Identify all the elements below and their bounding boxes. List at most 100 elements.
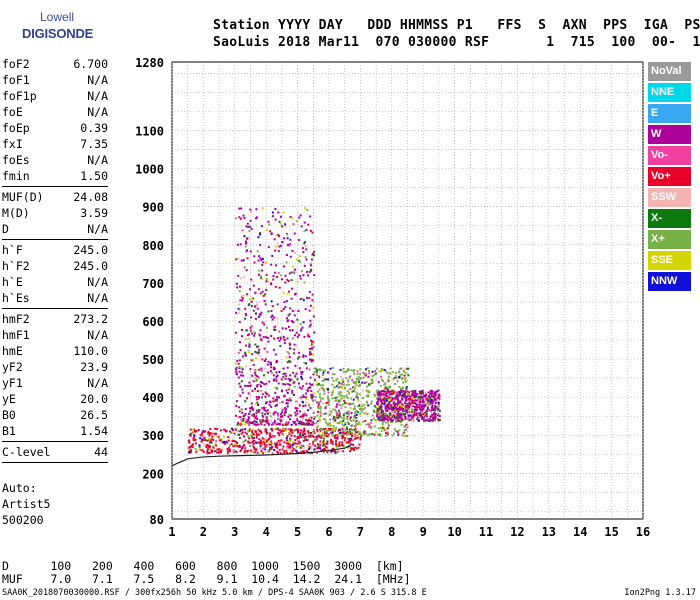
- echo-point: [251, 422, 254, 425]
- echo-point: [340, 397, 343, 400]
- echo-point: [298, 404, 301, 407]
- echo-point: [377, 409, 380, 412]
- echo-point: [383, 401, 386, 404]
- echo-point: [307, 418, 310, 421]
- echo-point: [259, 439, 262, 442]
- echo-point: [430, 393, 433, 396]
- echo-point: [379, 413, 382, 416]
- echo-point: [375, 409, 378, 412]
- echo-point: [319, 440, 322, 443]
- echo-point: [393, 377, 396, 380]
- echo-point: [347, 422, 350, 425]
- echo-point: [408, 393, 411, 396]
- echo-point: [382, 393, 385, 396]
- echo-point: [276, 303, 279, 306]
- echo-point: [404, 435, 407, 438]
- echo-point: [332, 408, 335, 411]
- echo-point: [282, 335, 285, 338]
- echo-point: [416, 399, 419, 402]
- echo-point: [248, 303, 251, 306]
- echo-point: [279, 439, 282, 442]
- echo-point: [343, 424, 346, 427]
- echo-point: [304, 413, 307, 416]
- echo-point: [383, 383, 386, 386]
- echo-point: [242, 259, 245, 262]
- echo-point: [284, 409, 287, 412]
- echo-point: [396, 430, 399, 433]
- echo-point: [235, 217, 238, 220]
- echo-point: [252, 439, 255, 442]
- echo-point: [437, 418, 440, 421]
- echo-point: [236, 421, 239, 424]
- echo-point: [312, 359, 315, 362]
- echo-point: [239, 430, 242, 433]
- echo-point: [199, 448, 202, 451]
- echo-point: [345, 426, 348, 429]
- echo-point: [373, 405, 376, 408]
- echo-point: [275, 423, 278, 426]
- echo-point: [388, 401, 391, 404]
- param-name: h`F: [2, 243, 23, 257]
- echo-point: [317, 383, 320, 386]
- echo-point: [262, 419, 265, 422]
- param-value: N/A: [87, 328, 108, 342]
- param-row: foF1 N/A: [2, 72, 108, 88]
- echo-point: [294, 449, 297, 452]
- echo-point: [309, 264, 312, 267]
- echo-point: [291, 287, 294, 290]
- echo-point: [325, 446, 328, 449]
- echo-point: [289, 437, 292, 440]
- echo-point: [308, 382, 311, 385]
- echo-point: [383, 399, 386, 402]
- echo-point: [386, 433, 389, 436]
- echo-point: [284, 274, 287, 277]
- echo-point: [270, 436, 273, 439]
- param-name: h`F2: [2, 259, 30, 273]
- echo-point: [244, 384, 247, 387]
- echo-point: [390, 420, 393, 423]
- echo-point: [263, 299, 266, 302]
- echo-point: [417, 405, 420, 408]
- echo-point: [265, 416, 268, 419]
- echo-point: [204, 439, 207, 442]
- echo-point: [360, 410, 363, 413]
- echo-point: [344, 437, 347, 440]
- echo-point: [357, 405, 360, 408]
- echo-point: [313, 429, 316, 432]
- echo-point: [419, 395, 422, 398]
- echo-point: [390, 399, 393, 402]
- echo-point: [281, 418, 284, 421]
- echo-point: [264, 413, 267, 416]
- echo-point: [234, 427, 237, 430]
- echo-point: [430, 390, 433, 393]
- echo-point: [239, 409, 242, 412]
- echo-point: [283, 301, 286, 304]
- param-name: foEp: [2, 121, 30, 135]
- echo-point: [189, 449, 192, 452]
- echo-point: [254, 312, 257, 315]
- echo-point: [324, 406, 327, 409]
- echo-point: [285, 421, 288, 424]
- echo-point: [387, 402, 390, 405]
- echo-point: [319, 384, 322, 387]
- echo-point: [384, 412, 387, 415]
- echo-point: [309, 351, 312, 354]
- echo-point: [390, 407, 393, 410]
- echo-point: [273, 427, 276, 430]
- echo-point: [327, 433, 330, 436]
- echo-point: [377, 417, 380, 420]
- echo-point: [341, 379, 344, 382]
- echo-point: [355, 416, 358, 419]
- echo-point: [223, 440, 226, 443]
- echo-point: [371, 381, 374, 384]
- echo-point: [349, 437, 352, 440]
- echo-point: [322, 440, 325, 443]
- echo-point: [322, 428, 325, 431]
- echo-point: [311, 397, 314, 400]
- echo-point: [314, 437, 317, 440]
- echo-point: [387, 378, 390, 381]
- echo-point: [240, 277, 243, 280]
- echo-point: [345, 383, 348, 386]
- echo-point: [261, 269, 264, 272]
- echo-point: [250, 402, 253, 405]
